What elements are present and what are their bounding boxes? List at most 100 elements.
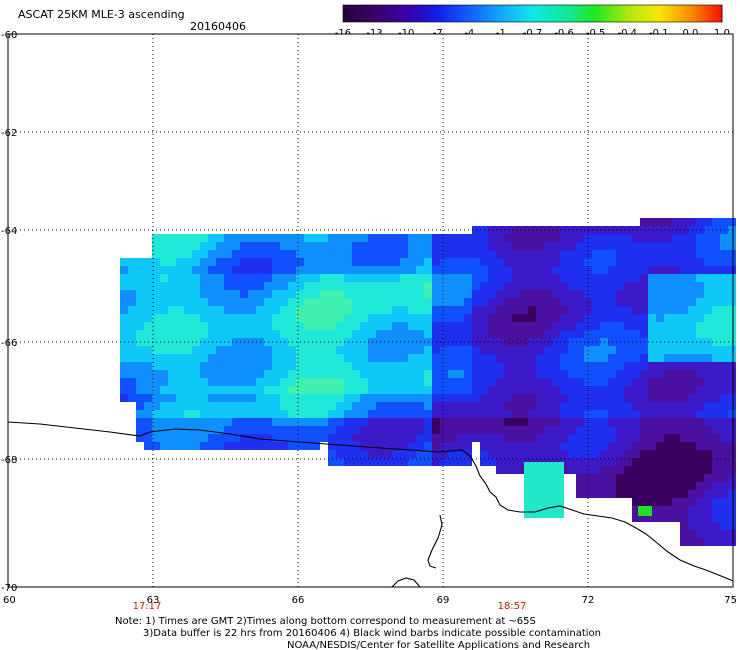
swath-cell xyxy=(448,434,456,442)
swath-cell xyxy=(680,498,688,506)
swath-cell xyxy=(176,442,184,450)
swath-cell xyxy=(632,370,640,378)
swath-cell xyxy=(416,314,424,322)
colorbar-swatch xyxy=(427,5,430,22)
swath-cell xyxy=(576,394,584,402)
swath-cell xyxy=(216,298,224,306)
swath-cell xyxy=(248,298,256,306)
swath-cell xyxy=(696,370,704,378)
swath-cell xyxy=(536,234,544,242)
swath-cell xyxy=(448,386,456,394)
swath-cell xyxy=(328,450,336,458)
swath-cell xyxy=(120,282,128,290)
colorbar-swatch xyxy=(577,5,579,22)
swath-cell xyxy=(656,298,664,306)
swath-cell xyxy=(512,458,520,466)
swath-cell xyxy=(360,378,368,386)
colorbar-swatch xyxy=(614,5,616,22)
colorbar-swatch xyxy=(395,5,398,22)
swath-cell xyxy=(416,274,424,282)
swath-cell xyxy=(592,426,600,434)
swath-cell xyxy=(672,498,680,506)
swath-cell xyxy=(120,314,128,322)
swath-cell xyxy=(184,354,192,362)
swath-cell xyxy=(720,506,728,514)
colorbar-swatch xyxy=(347,5,350,22)
swath-cell xyxy=(216,250,224,258)
swath-cell xyxy=(544,402,552,410)
swath-cell xyxy=(280,290,288,298)
swath-cell xyxy=(408,378,416,386)
swath-cell xyxy=(152,434,160,442)
swath-cell xyxy=(296,442,304,450)
swath-cell xyxy=(216,434,224,442)
swath-cell xyxy=(432,394,440,402)
swath-cell xyxy=(696,458,704,466)
swath-cell xyxy=(272,314,280,322)
swath-cell xyxy=(488,258,496,266)
swath-cell xyxy=(632,234,640,242)
swath-cell xyxy=(192,258,200,266)
colorbar-swatch xyxy=(437,5,440,22)
swath-cell xyxy=(160,314,168,322)
swath-cell xyxy=(592,234,600,242)
swath-cell xyxy=(408,314,416,322)
swath-cell xyxy=(240,378,248,386)
swath-cell xyxy=(272,346,280,354)
swath-cell xyxy=(336,258,344,266)
swath-cell xyxy=(200,234,208,242)
swath-cell xyxy=(144,418,152,426)
swath-cell xyxy=(256,410,264,418)
swath-cell xyxy=(296,386,304,394)
swath-cell xyxy=(352,250,360,258)
colorbar-swatch xyxy=(584,5,586,22)
swath-cell xyxy=(488,250,496,258)
colorbar-swatch xyxy=(640,5,642,22)
swath-cell xyxy=(384,306,392,314)
swath-cell xyxy=(504,274,512,282)
swath-cell xyxy=(152,370,160,378)
swath-cell xyxy=(216,402,224,410)
swath-cell xyxy=(648,498,656,506)
swath-cell xyxy=(608,346,616,354)
colorbar-swatch xyxy=(515,5,518,22)
swath-cell xyxy=(488,458,496,466)
swath-cell xyxy=(536,314,544,322)
colorbar-swatch xyxy=(566,5,568,22)
swath-cell xyxy=(704,322,712,330)
swath-cell xyxy=(664,266,672,274)
swath-cell xyxy=(488,330,496,338)
colorbar-swatch xyxy=(600,5,602,22)
swath-cell xyxy=(680,298,688,306)
swath-cell xyxy=(624,322,632,330)
swath-cell xyxy=(440,410,448,418)
swath-cell xyxy=(720,442,728,450)
swath-cell xyxy=(496,282,504,290)
swath-cell xyxy=(496,442,504,450)
swath-cell xyxy=(280,306,288,314)
swath-cell xyxy=(504,354,512,362)
swath-cell xyxy=(392,306,400,314)
swath-cell xyxy=(392,250,400,258)
swath-cell xyxy=(592,250,600,258)
colorbar-swatch xyxy=(464,5,467,22)
swath-cell xyxy=(232,418,240,426)
swath-cell xyxy=(304,410,312,418)
swath-cell xyxy=(432,250,440,258)
swath-cell xyxy=(160,322,168,330)
swath-cell xyxy=(552,450,560,458)
swath-cell xyxy=(616,482,624,490)
swath-cell xyxy=(688,426,696,434)
swath-cell xyxy=(336,442,344,450)
swath-cell xyxy=(384,266,392,274)
swath-cell xyxy=(312,346,320,354)
colorbar-swatch xyxy=(529,5,532,22)
swath-cell xyxy=(144,266,152,274)
colorbar-swatch xyxy=(372,5,375,22)
swath-cell xyxy=(352,298,360,306)
swath-cell xyxy=(320,418,328,426)
colorbar-swatch xyxy=(400,5,403,22)
colorbar-swatch xyxy=(603,5,605,22)
swath-cell xyxy=(504,450,512,458)
colorbar-swatch xyxy=(384,5,387,22)
